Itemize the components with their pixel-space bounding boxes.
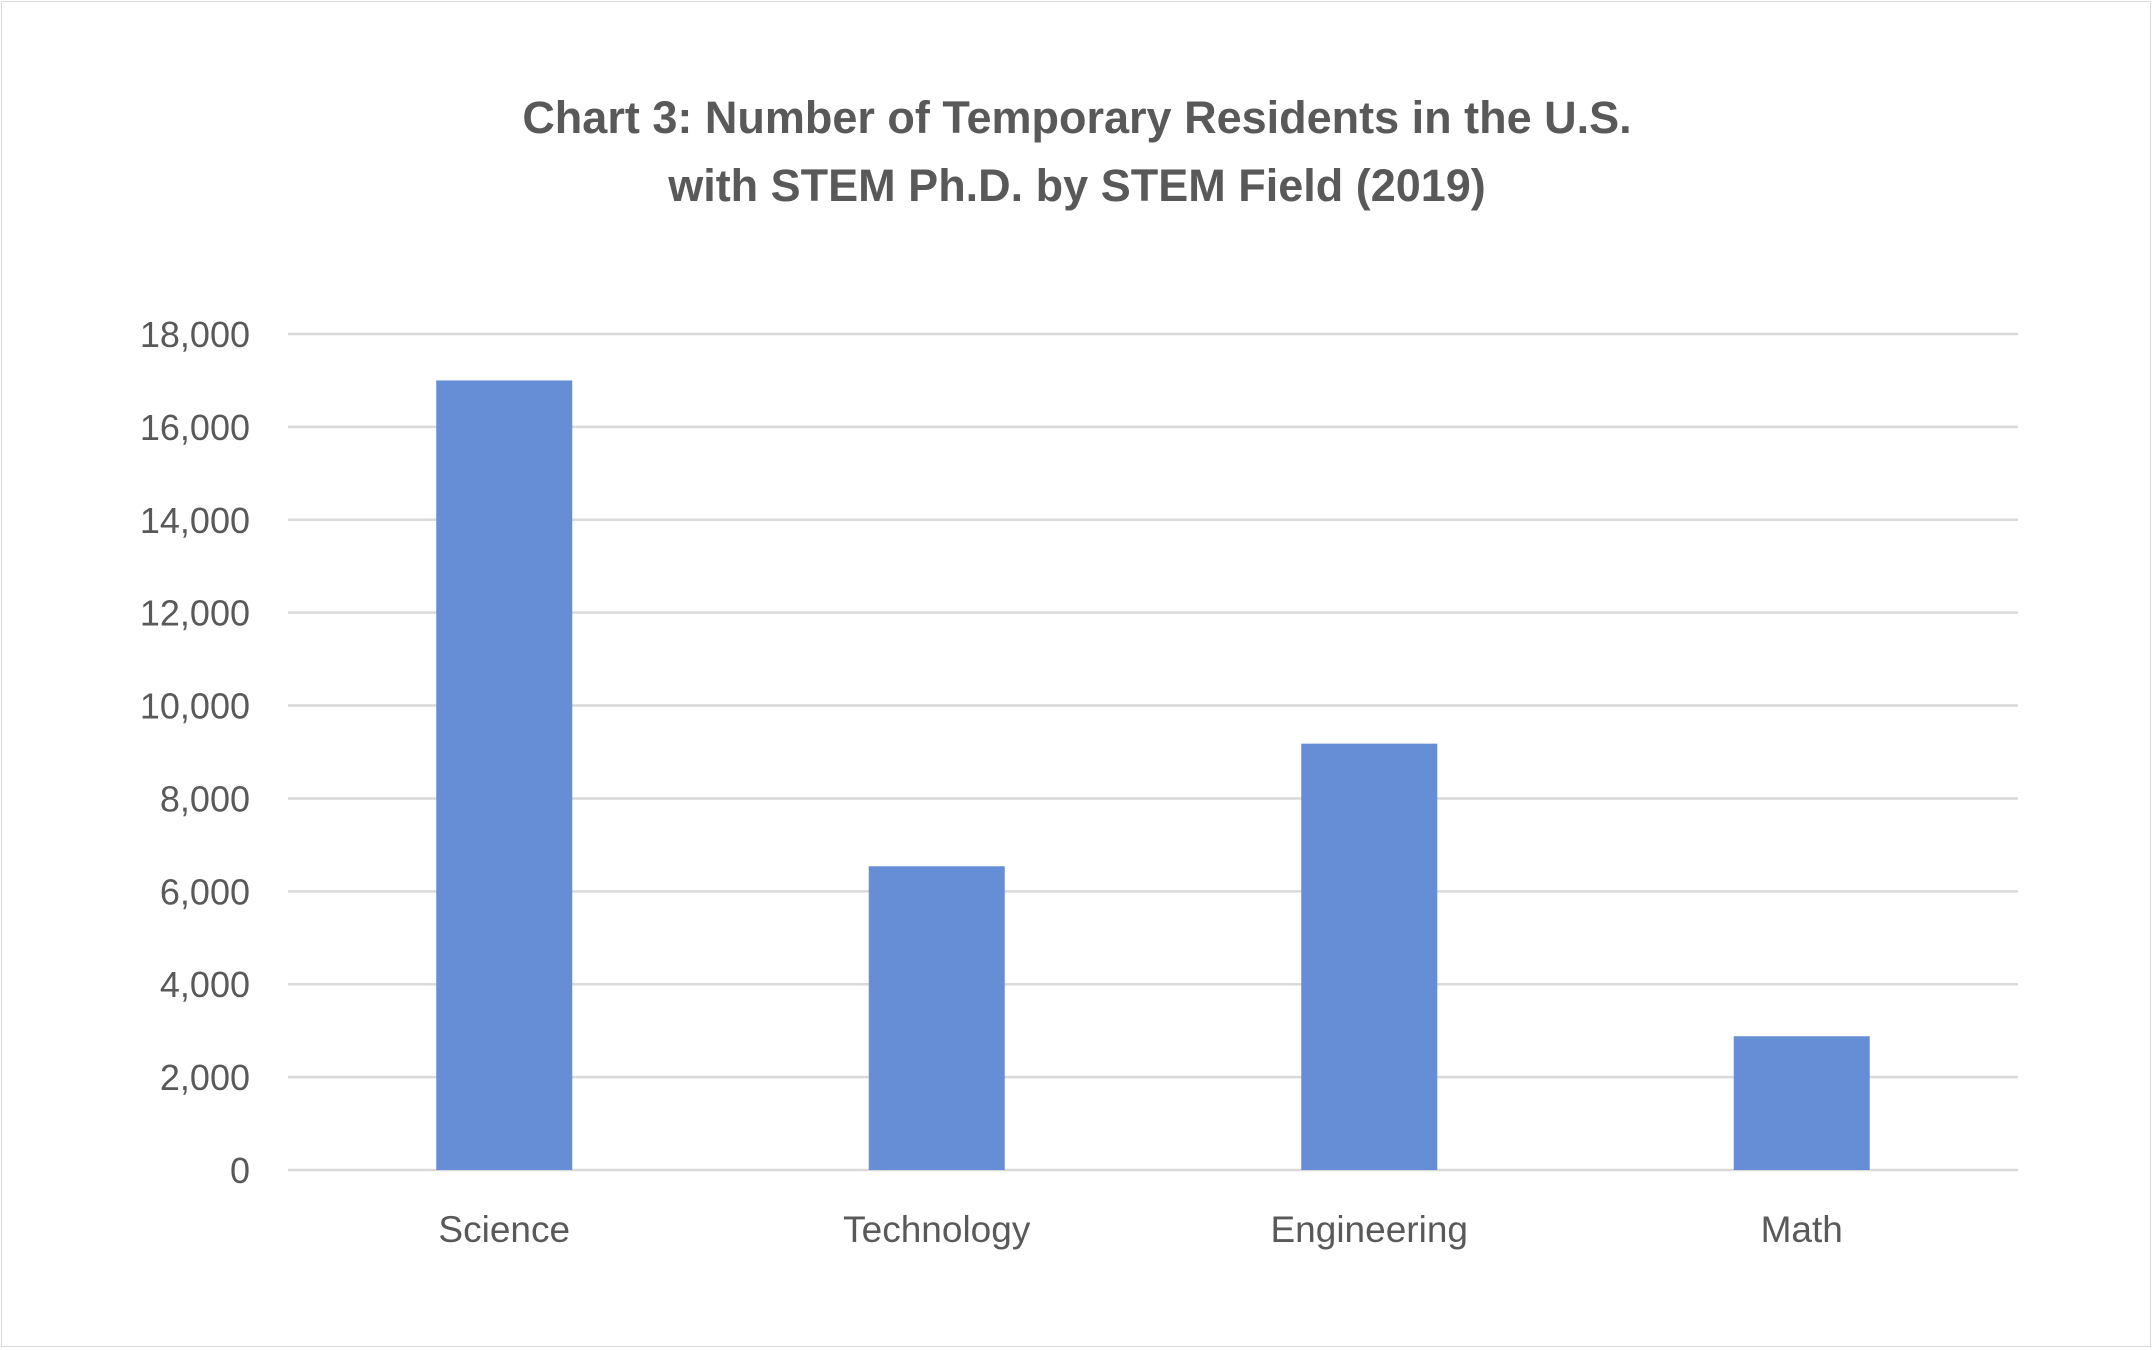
y-tick-label: 6,000 <box>160 871 250 912</box>
y-tick-label: 14,000 <box>140 500 250 541</box>
x-tick-label: Math <box>1761 1209 1843 1250</box>
chart-title-line-1: Chart 3: Number of Temporary Residents i… <box>522 92 1632 143</box>
bar-science <box>436 380 573 1170</box>
x-tick-label: Engineering <box>1271 1209 1468 1250</box>
y-tick-label: 4,000 <box>160 964 250 1005</box>
y-tick-label: 8,000 <box>160 778 250 819</box>
x-tick-label: Science <box>438 1209 570 1250</box>
bar-math <box>1733 1036 1870 1170</box>
bar-engineering <box>1301 743 1438 1170</box>
y-tick-label: 16,000 <box>140 407 250 448</box>
y-tick-label: 12,000 <box>140 593 250 634</box>
y-tick-label: 2,000 <box>160 1057 250 1098</box>
x-tick-label: Technology <box>843 1209 1031 1250</box>
chart-title-line-2: with STEM Ph.D. by STEM Field (2019) <box>668 160 1486 211</box>
y-tick-label: 0 <box>230 1150 250 1191</box>
bar-technology <box>868 866 1005 1170</box>
y-tick-label: 10,000 <box>140 686 250 727</box>
y-tick-label: 18,000 <box>140 314 250 355</box>
